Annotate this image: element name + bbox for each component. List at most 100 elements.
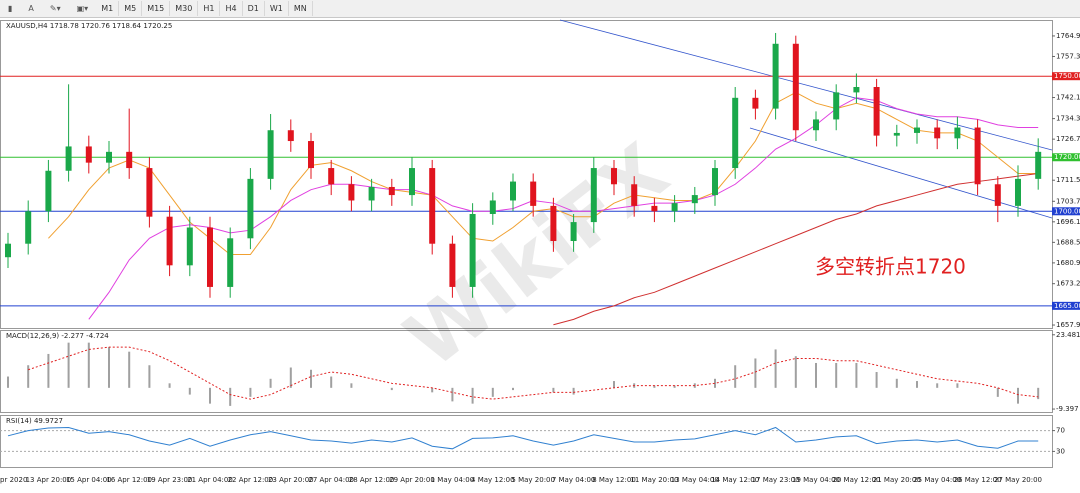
macd-bar <box>67 342 70 388</box>
macd-bar <box>330 376 333 388</box>
candle-body <box>873 87 880 136</box>
x-tick-label: 13 Apr 20:00 <box>26 476 72 484</box>
toolbar-icon[interactable]: ▣▾ <box>76 4 89 13</box>
timeframe-button[interactable]: MN <box>289 1 313 16</box>
macd-bar <box>512 387 514 391</box>
timeframe-button[interactable]: W1 <box>265 1 289 16</box>
macd-bar <box>714 378 716 388</box>
timeframe-button[interactable]: M5 <box>119 1 143 16</box>
timeframes: M1 M5 M15 M30 H1 H4 D1 W1 MN <box>96 1 313 16</box>
candle-body <box>893 132 900 136</box>
x-tick-label: 27 Apr 04:00 <box>308 476 354 484</box>
x-tick-label: 21 Apr 04:00 <box>187 476 233 484</box>
macd-bar <box>936 383 939 388</box>
timeframe-button[interactable]: H1 <box>198 1 221 16</box>
x-tick-label: 11 May 20:00 <box>630 476 678 484</box>
candle-body <box>65 146 72 171</box>
toolbar-icon[interactable]: ▮ <box>8 4 13 13</box>
y-tick-label: 1696.10 <box>1056 218 1080 226</box>
macd-bar <box>350 383 353 388</box>
moving-average <box>48 91 1039 256</box>
y-tick-label: 1764.90 <box>1056 32 1080 40</box>
candle-body <box>994 184 1001 206</box>
macd-bar <box>269 378 272 388</box>
y-tick-label: -9.397 <box>1056 405 1079 413</box>
macd-bar <box>552 387 555 393</box>
macd-bar <box>390 387 393 391</box>
x-tick-label: 27 May 20:00 <box>994 476 1042 484</box>
timeframe-button[interactable]: D1 <box>243 1 265 16</box>
level-label: 1720.00 <box>1054 153 1080 161</box>
level-label: 1750.00 <box>1054 72 1080 80</box>
macd-bar <box>451 387 454 402</box>
candle-body <box>146 168 153 217</box>
candle-body <box>25 211 32 244</box>
x-tick-label: 17 May 23:00 <box>752 476 800 484</box>
x-tick-label: 7 May 04:00 <box>552 476 596 484</box>
y-tick-label: 1757.30 <box>1056 52 1080 60</box>
candle-body <box>1015 178 1021 206</box>
candle-body <box>328 168 335 185</box>
timeframe-button[interactable]: H4 <box>220 1 243 16</box>
x-tick-label: 8 May 12:00 <box>592 476 636 484</box>
candle-body <box>388 186 395 196</box>
rsi-title: RSI(14) 49.9727 <box>6 417 63 425</box>
candle-body <box>409 168 415 196</box>
level-label-box <box>1052 72 1080 81</box>
macd-bar <box>471 387 474 404</box>
macd-bar <box>653 385 656 388</box>
candle-body <box>934 127 941 139</box>
candle-body <box>267 130 274 179</box>
macd-bar <box>613 381 615 388</box>
candle-body <box>368 186 375 201</box>
x-tick-label: 14 May 12:00 <box>711 476 759 484</box>
macd-bar <box>7 376 9 388</box>
macd-bar <box>47 353 50 388</box>
macd-bar <box>289 367 292 388</box>
candle-body <box>954 127 961 139</box>
candle-body <box>106 151 112 163</box>
x-tick-label: 5 May 20:00 <box>511 476 555 484</box>
macd-bar <box>229 387 232 406</box>
y-tick-label: 1711.50 <box>1056 176 1080 184</box>
macd-bar <box>310 369 312 388</box>
macd-bar <box>754 358 757 388</box>
moving-average <box>553 172 1039 326</box>
x-tick-label: 29 Apr 20:00 <box>389 476 435 484</box>
y-tick-label: 1734.30 <box>1056 115 1080 123</box>
y-tick-label: 1680.90 <box>1056 259 1080 267</box>
x-tick-label: 16 Apr 12:00 <box>106 476 152 484</box>
x-tick-label: 26 May 12:00 <box>954 476 1002 484</box>
x-tick-label: 22 Apr 12:00 <box>228 476 274 484</box>
toolbar-icon[interactable]: A <box>28 4 34 13</box>
macd-bar <box>855 362 858 388</box>
macd-bar <box>734 365 737 388</box>
candle-body <box>974 127 981 185</box>
candle-body <box>287 130 294 142</box>
candle-body <box>308 141 314 169</box>
level-label-box <box>1052 153 1080 162</box>
candle-body <box>469 213 476 287</box>
level-label-box <box>1052 207 1080 216</box>
rsi-panel-frame <box>0 415 1053 468</box>
candle-body <box>85 146 92 163</box>
macd-bar <box>996 387 999 397</box>
timeframe-button[interactable]: M1 <box>96 1 120 16</box>
price-panel-frame <box>0 20 1053 329</box>
candle-body <box>126 151 133 169</box>
candle-body <box>5 243 11 258</box>
timeframe-button[interactable]: M15 <box>142 1 171 16</box>
x-tick-label: 15 Apr 04:00 <box>66 476 112 484</box>
macd-bar <box>916 381 918 388</box>
candle-body <box>732 97 739 169</box>
watermark: WikiFX <box>389 127 685 386</box>
macd-bar <box>815 362 817 388</box>
y-tick-label: 1673.20 <box>1056 280 1080 288</box>
toolbar-icon[interactable]: ✎▾ <box>49 4 61 13</box>
macd-bar <box>956 383 959 388</box>
timeframe-button[interactable]: M30 <box>170 1 199 16</box>
candle-body <box>570 222 577 242</box>
candle-body <box>611 168 617 185</box>
macd-bar <box>249 387 252 397</box>
